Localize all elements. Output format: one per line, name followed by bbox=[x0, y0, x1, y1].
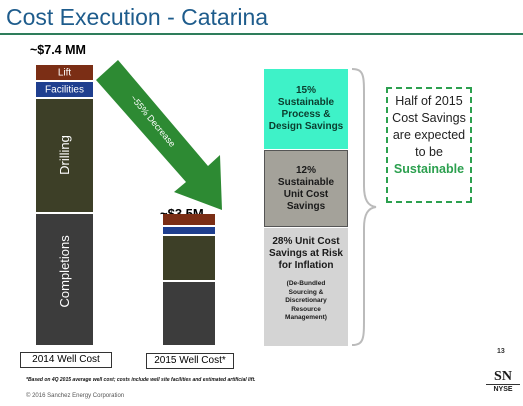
title-rule bbox=[0, 33, 523, 35]
bar-segment-label-lift: Lift bbox=[57, 67, 72, 79]
savings-box-at-risk-text: 28% Unit Cost Savings at Risk for Inflat… bbox=[269, 236, 343, 271]
savings-box-at-risk-detail: (De-Bundled Sourcing & Discretionary Res… bbox=[285, 280, 327, 321]
savings-box-sustainable-process: 15% Sustainable Process & Design Savings bbox=[264, 69, 348, 149]
logo-exchange: NYSE bbox=[486, 384, 520, 394]
logo-mark: SN bbox=[494, 369, 512, 384]
callout-highlight: Sustainable bbox=[393, 162, 465, 176]
savings-box-sustainable-process-text: 15% Sustainable Process & Design Savings bbox=[268, 85, 344, 132]
page-number: 13 bbox=[497, 348, 505, 355]
category-label-2015: 2015 Well Cost* bbox=[146, 353, 234, 369]
copyright: © 2016 Sanchez Energy Corporation bbox=[26, 393, 125, 399]
callout-box: Half of 2015 Cost Savings are expected t… bbox=[386, 87, 472, 203]
savings-box-unit-cost: 12% Sustainable Unit Cost Savings bbox=[264, 150, 348, 227]
bar-segment-label-facilities: Facilities bbox=[45, 84, 84, 96]
savings-box-unit-cost-text: 12% Sustainable Unit Cost Savings bbox=[277, 164, 335, 212]
category-label-2014: 2014 Well Cost bbox=[20, 352, 112, 368]
bar-segment-facilities-2015 bbox=[163, 226, 215, 235]
bar-segment-drilling-2014: Drilling bbox=[36, 99, 93, 212]
bar-segment-label-completions: Completions bbox=[57, 235, 72, 308]
callout-text: Half of 2015 Cost Savings are expected t… bbox=[392, 94, 466, 159]
decrease-arrow bbox=[96, 60, 222, 210]
savings-box-at-risk: 28% Unit Cost Savings at Risk for Inflat… bbox=[264, 228, 348, 346]
company-logo: SN NYSE bbox=[486, 370, 520, 394]
bar-segment-facilities-2014: Facilities bbox=[36, 82, 93, 98]
footnote: *Based on 4Q 2015 average well cost; cos… bbox=[26, 377, 256, 383]
bar-segment-lift-2015 bbox=[163, 213, 215, 225]
bar-segment-label-drilling: Drilling bbox=[57, 135, 72, 176]
bar-segment-completions-2014: Completions bbox=[36, 213, 93, 345]
bar-segment-drilling-2015 bbox=[163, 236, 215, 281]
chart-area: ~$7.4 MM ~$3.5M CompletionsDrillingFacil… bbox=[0, 0, 260, 375]
bar-segment-lift-2014: Lift bbox=[36, 65, 93, 81]
curly-brace bbox=[351, 68, 377, 346]
page-title: Cost Execution - Catarina bbox=[6, 4, 269, 30]
bar-segment-completions-2015 bbox=[163, 282, 215, 345]
total-label-2014: ~$7.4 MM bbox=[30, 43, 86, 57]
